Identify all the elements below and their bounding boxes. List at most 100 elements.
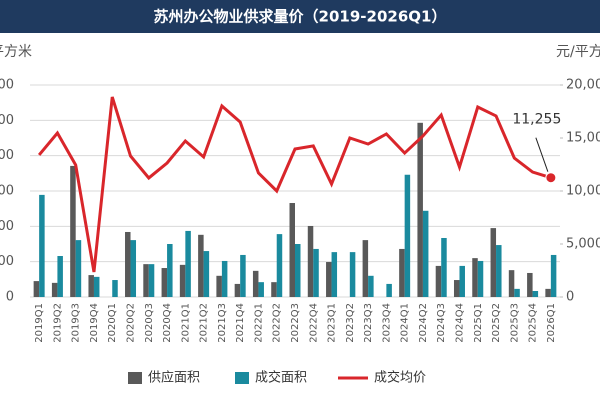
x-tick-label: 2025Q2 [491,303,502,343]
y2-tick-label: 5,000 [566,237,600,252]
x-tick-label: 2022Q2 [272,303,283,343]
bar [453,280,460,297]
x-tick-label: 2025Q1 [473,303,484,343]
bar [130,240,137,297]
bar [143,264,149,297]
y2-tick-label: 20,000 [566,78,600,93]
x-tick-label: 2023Q3 [363,303,374,343]
x-tick-label: 2025Q3 [509,303,520,343]
bar [477,260,484,297]
bar [258,282,264,297]
x-tick-label: 2019Q2 [52,303,63,343]
bar [161,268,168,297]
bar [362,240,369,297]
bar [441,237,447,297]
bar [289,203,295,297]
bar [404,174,411,297]
bar [435,265,442,297]
bar [93,276,100,297]
bar [490,228,497,297]
x-tick-label: 2019Q1 [34,303,45,343]
y2-axis-title: 元/平方米 [556,44,600,60]
bar [326,262,332,297]
x-tick-label: 2025Q4 [528,303,539,343]
x-tick-label: 2021Q2 [199,303,210,343]
bar [313,248,319,297]
x-tick-label: 2026Q1 [546,303,557,343]
x-tick-label: 2021Q3 [217,303,228,343]
bar [112,280,118,297]
bar [496,245,502,297]
x-tick-label: 2022Q1 [253,303,264,343]
label-arrow [535,137,549,172]
bar [221,260,228,297]
y2-tick-label: 10,000 [566,184,600,199]
bar [550,254,557,297]
bar [216,275,222,297]
bar [167,244,173,297]
price-line [37,96,552,273]
bar [70,165,76,297]
x-tick-label: 2020Q4 [162,303,173,343]
y2-tick-label: 15,000 [566,131,600,146]
legend-swatch [128,372,142,384]
bar [75,240,82,297]
price-dot [545,172,557,184]
x-tick-label: 2022Q4 [308,303,319,343]
y-axis-title: 万平方米 [0,44,32,60]
x-tick-label: 2021Q1 [180,303,191,343]
x-tick-label: 2023Q4 [381,303,392,343]
bar [399,248,405,297]
x-tick-label: 2020Q3 [144,303,155,343]
bar [307,225,314,297]
y-tick-label: 0 [6,290,14,305]
bar [349,252,356,297]
bar [276,234,283,297]
bar [240,254,246,297]
bar [368,275,374,297]
bar [422,210,429,297]
bar [252,270,259,297]
x-tick-label: 2019Q3 [71,303,82,343]
y-tick-label: 300 [0,184,14,199]
bar [545,288,551,297]
x-tick-label: 2020Q2 [126,303,137,343]
y-tick-label: 600 [0,78,14,93]
legend-swatch [235,372,249,384]
value-label: 11,255 [512,112,561,128]
legend-label: 成交均价 [374,370,426,386]
bar [88,275,94,297]
x-tick-label: 2020Q1 [107,303,118,343]
bar [508,270,515,297]
legend-label: 成交面积 [255,370,307,386]
y-tick-label: 400 [0,148,14,163]
bar [514,288,520,297]
y-tick-label: 100 [0,254,14,269]
bar [198,234,204,297]
bar [57,256,63,297]
x-tick-label: 2021Q4 [235,303,246,343]
bar [125,231,131,297]
bar [203,251,210,297]
x-tick-label: 2022Q3 [290,303,301,343]
bar [148,264,155,297]
x-tick-label: 2024Q2 [418,303,429,343]
x-tick-label: 2024Q1 [400,303,411,343]
y2-tick-label: 0 [566,290,574,305]
bar [532,290,539,297]
bar [179,264,186,297]
x-tick-label: 2019Q4 [89,303,100,343]
x-tick-label: 2024Q3 [436,303,447,343]
bar [234,283,241,297]
bar [33,281,40,297]
bar [386,283,392,297]
chart-title: 苏州办公物业供求量价（2019-2026Q1） [154,8,447,26]
x-tick-label: 2023Q2 [345,303,356,343]
bar [295,244,301,297]
y-tick-label: 500 [0,113,14,128]
bar [271,282,277,297]
bar [185,230,191,297]
bar [331,252,338,297]
